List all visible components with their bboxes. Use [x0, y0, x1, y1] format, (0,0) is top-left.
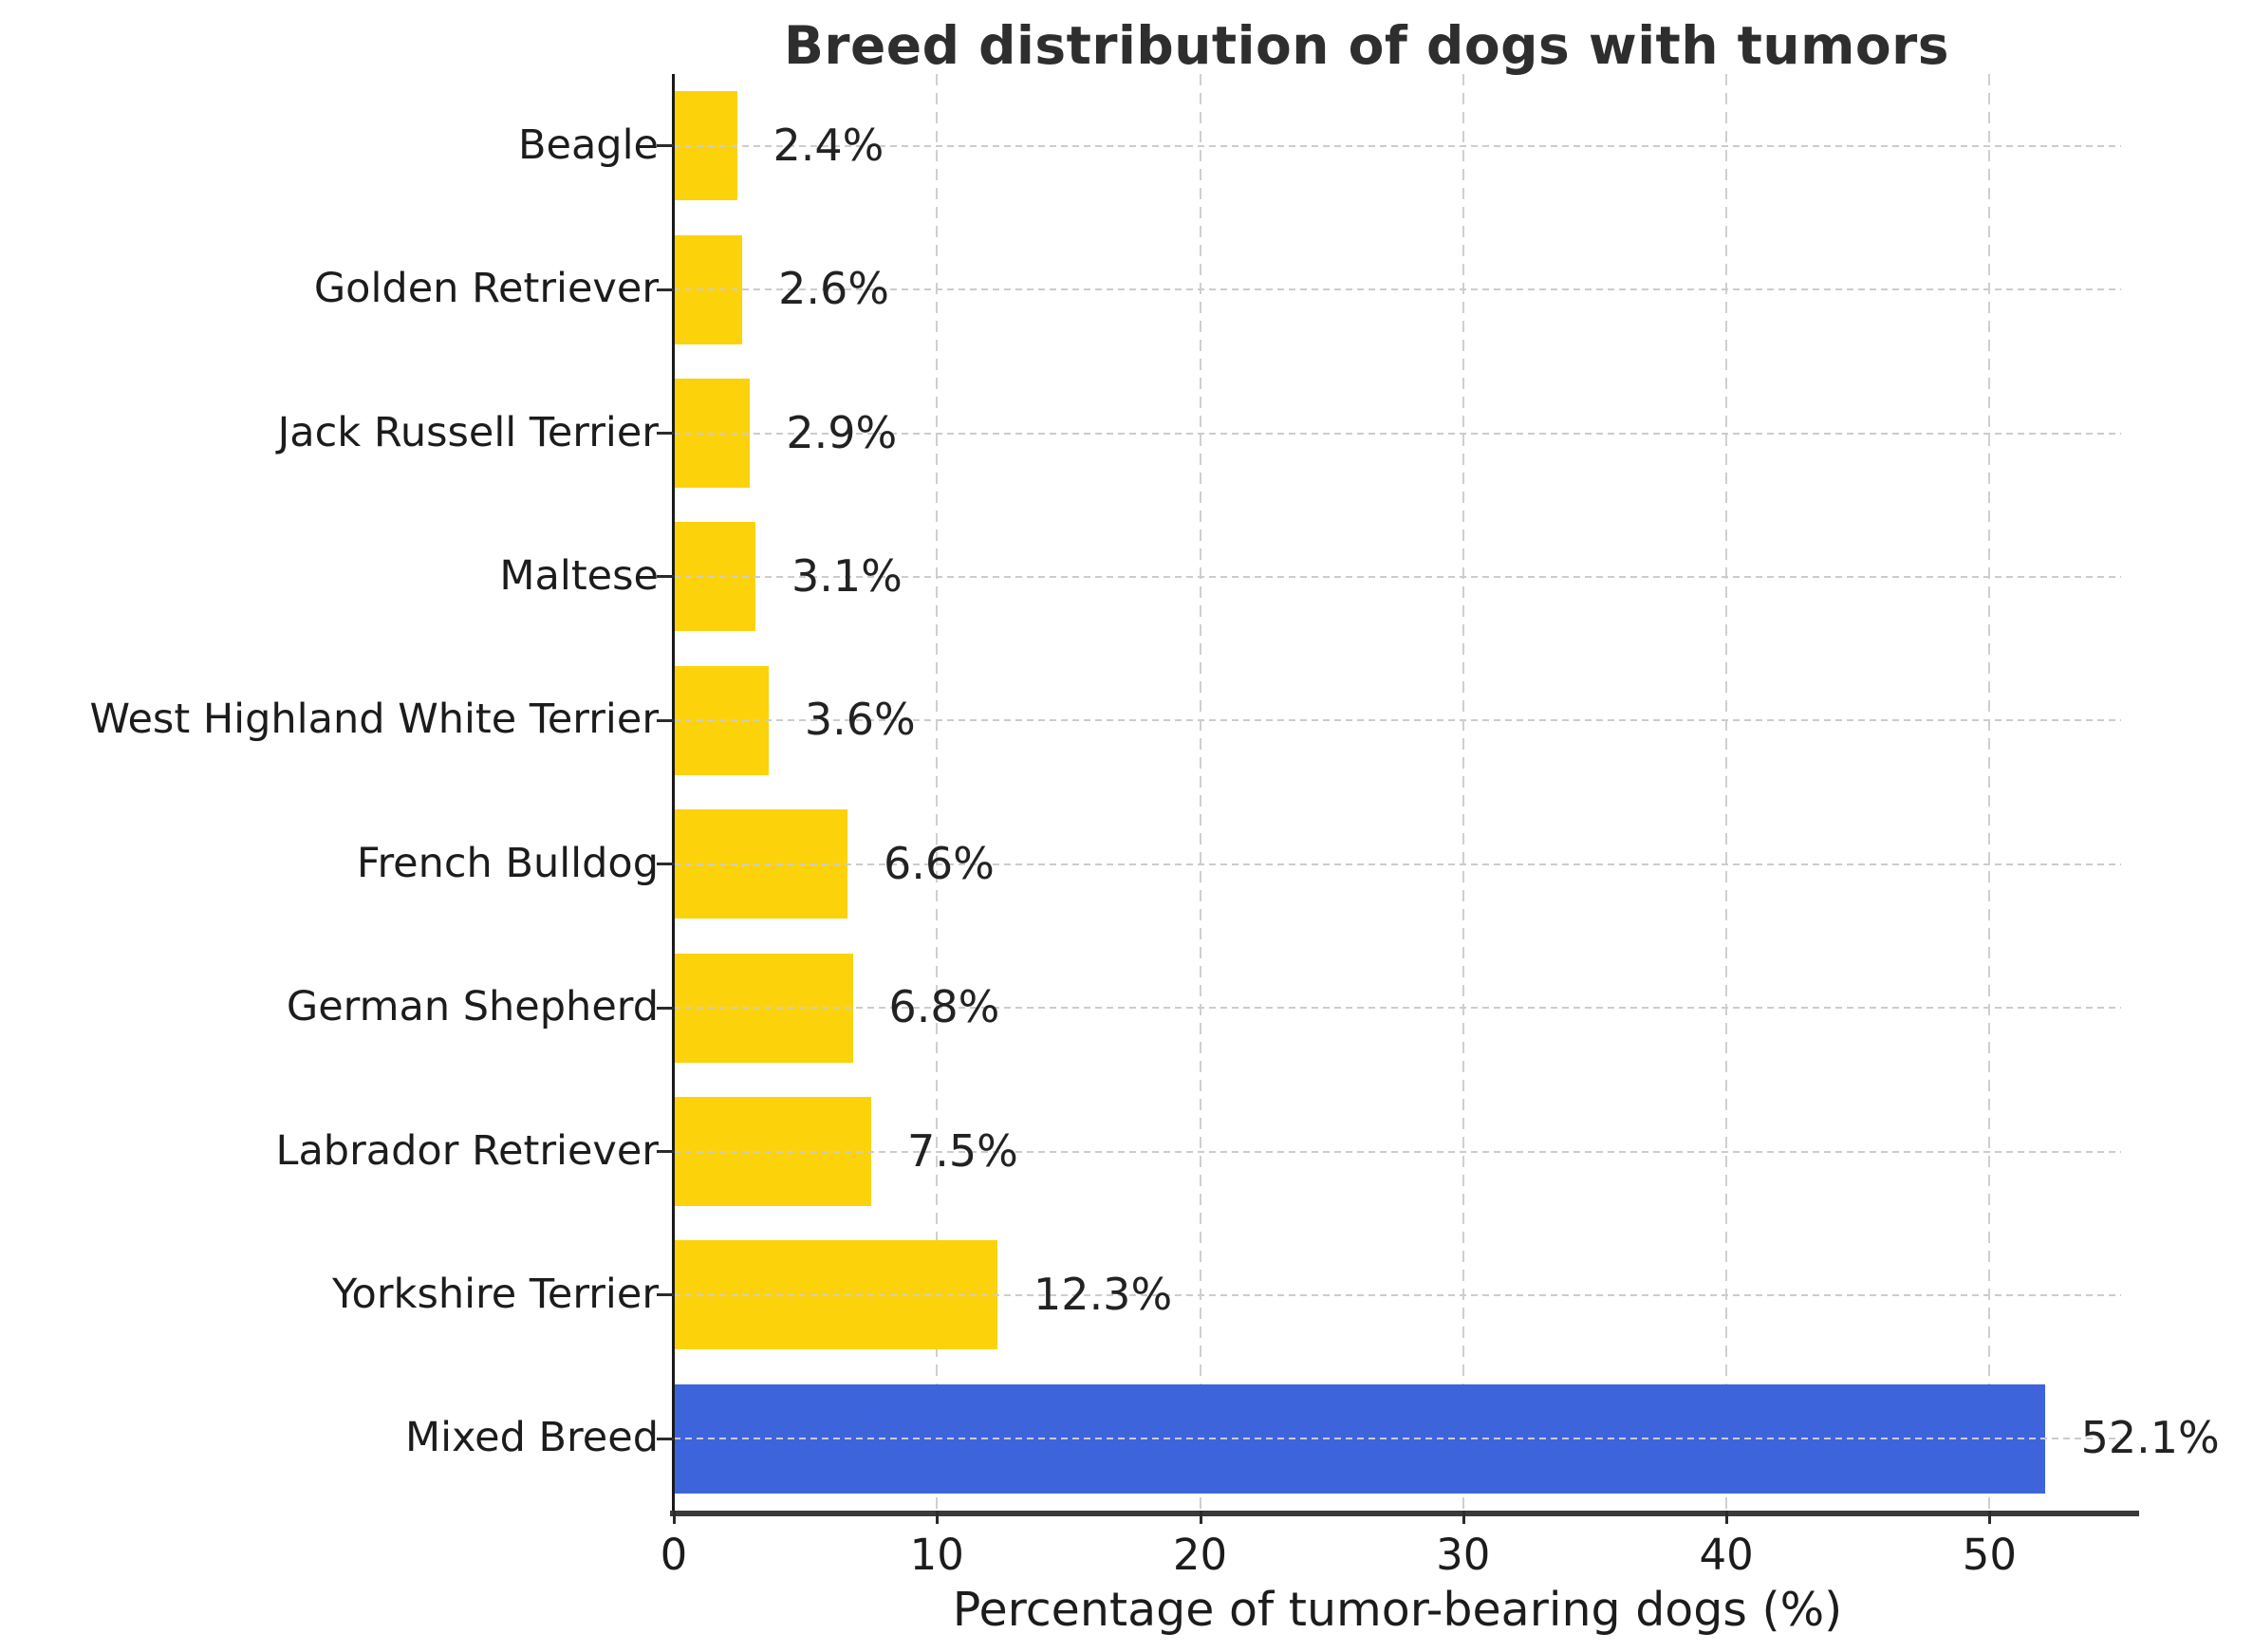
x-axis-spine: [670, 1511, 2139, 1516]
horizontal-gridline: [674, 288, 2121, 291]
vertical-gridline: [1199, 74, 1201, 1511]
x-tick-label: 0: [660, 1530, 688, 1580]
y-tick-mark: [657, 718, 674, 722]
x-tick-label: 40: [1699, 1530, 1754, 1580]
bar-value-label: 12.3%: [1033, 1268, 1173, 1320]
y-axis-category-labels: Beagle Golden Retriever Jack Russell Terri…: [0, 74, 674, 1511]
category-label: Labrador Retriever: [275, 1126, 659, 1175]
bar-value-label: 3.6%: [804, 694, 916, 746]
bar-value-label: 3.1%: [791, 549, 903, 602]
vertical-gridline: [936, 74, 939, 1511]
bar-value-label: 2.9%: [786, 406, 898, 458]
x-tick-mark: [1725, 1511, 1729, 1524]
category-label: French Bulldog: [356, 839, 659, 887]
y-tick-mark: [657, 1150, 674, 1153]
x-tick-label: 20: [1172, 1530, 1228, 1580]
chart-title: Breed distribution of dogs with tumors: [783, 15, 1950, 76]
horizontal-gridline: [674, 1438, 2121, 1440]
y-tick-mark: [657, 1437, 674, 1440]
x-tick-label: 50: [1962, 1530, 2017, 1580]
horizontal-gridline: [674, 144, 2121, 147]
x-tick-mark: [936, 1511, 940, 1524]
category-label: Maltese: [499, 551, 659, 600]
y-tick-mark: [657, 1006, 674, 1010]
horizontal-gridline: [674, 863, 2121, 865]
bar-value-label: 52.1%: [2080, 1412, 2220, 1464]
y-axis-spine: [672, 74, 675, 1511]
horizontal-gridline: [674, 1150, 2121, 1153]
x-tick-mark: [1988, 1511, 1992, 1524]
category-label: Beagle: [517, 121, 659, 169]
horizontal-gridline: [674, 432, 2121, 435]
category-label: Mixed Breed: [404, 1414, 659, 1462]
y-tick-mark: [657, 288, 674, 291]
bar-value-label: 6.6%: [884, 837, 995, 889]
x-tick-mark: [1462, 1511, 1465, 1524]
y-tick-mark: [657, 432, 674, 435]
bar-value-label: 7.5%: [906, 1124, 1018, 1177]
category-label: Jack Russell Terrier: [277, 408, 659, 456]
horizontal-gridline: [674, 575, 2121, 578]
bar-value-label: 2.6%: [778, 263, 889, 315]
vertical-gridline: [1725, 74, 1728, 1511]
x-axis-title: Percentage of tumor-bearing dogs (%): [952, 1583, 1843, 1637]
x-tick-label: 10: [909, 1530, 964, 1580]
category-label: Golden Retriever: [313, 265, 659, 313]
vertical-gridline: [1988, 74, 1991, 1511]
y-tick-mark: [657, 1293, 674, 1297]
y-tick-mark: [657, 863, 674, 866]
x-tick-mark: [1199, 1511, 1202, 1524]
horizontal-gridline: [674, 1293, 2121, 1296]
category-label: West Highland White Terrier: [89, 696, 659, 744]
x-tick-mark: [673, 1511, 676, 1524]
horizontal-gridline: [674, 719, 2121, 722]
x-tick-label: 30: [1436, 1530, 1491, 1580]
bar-value-label: 2.4%: [773, 119, 884, 171]
y-tick-mark: [657, 144, 674, 148]
plot-area: 2.4% 2.6% 2.9% 3.1% 3.6% 6.6% 6.8% 7.5% 12.3% 52.…: [657, 74, 2220, 1524]
bar-value-label: 6.8%: [888, 981, 1000, 1033]
category-label: German Shepherd: [286, 983, 659, 1031]
horizontal-gridline: [674, 1007, 2121, 1010]
vertical-gridline: [1462, 74, 1464, 1511]
y-tick-mark: [657, 575, 674, 579]
category-label: Yorkshire Terrier: [332, 1270, 659, 1318]
